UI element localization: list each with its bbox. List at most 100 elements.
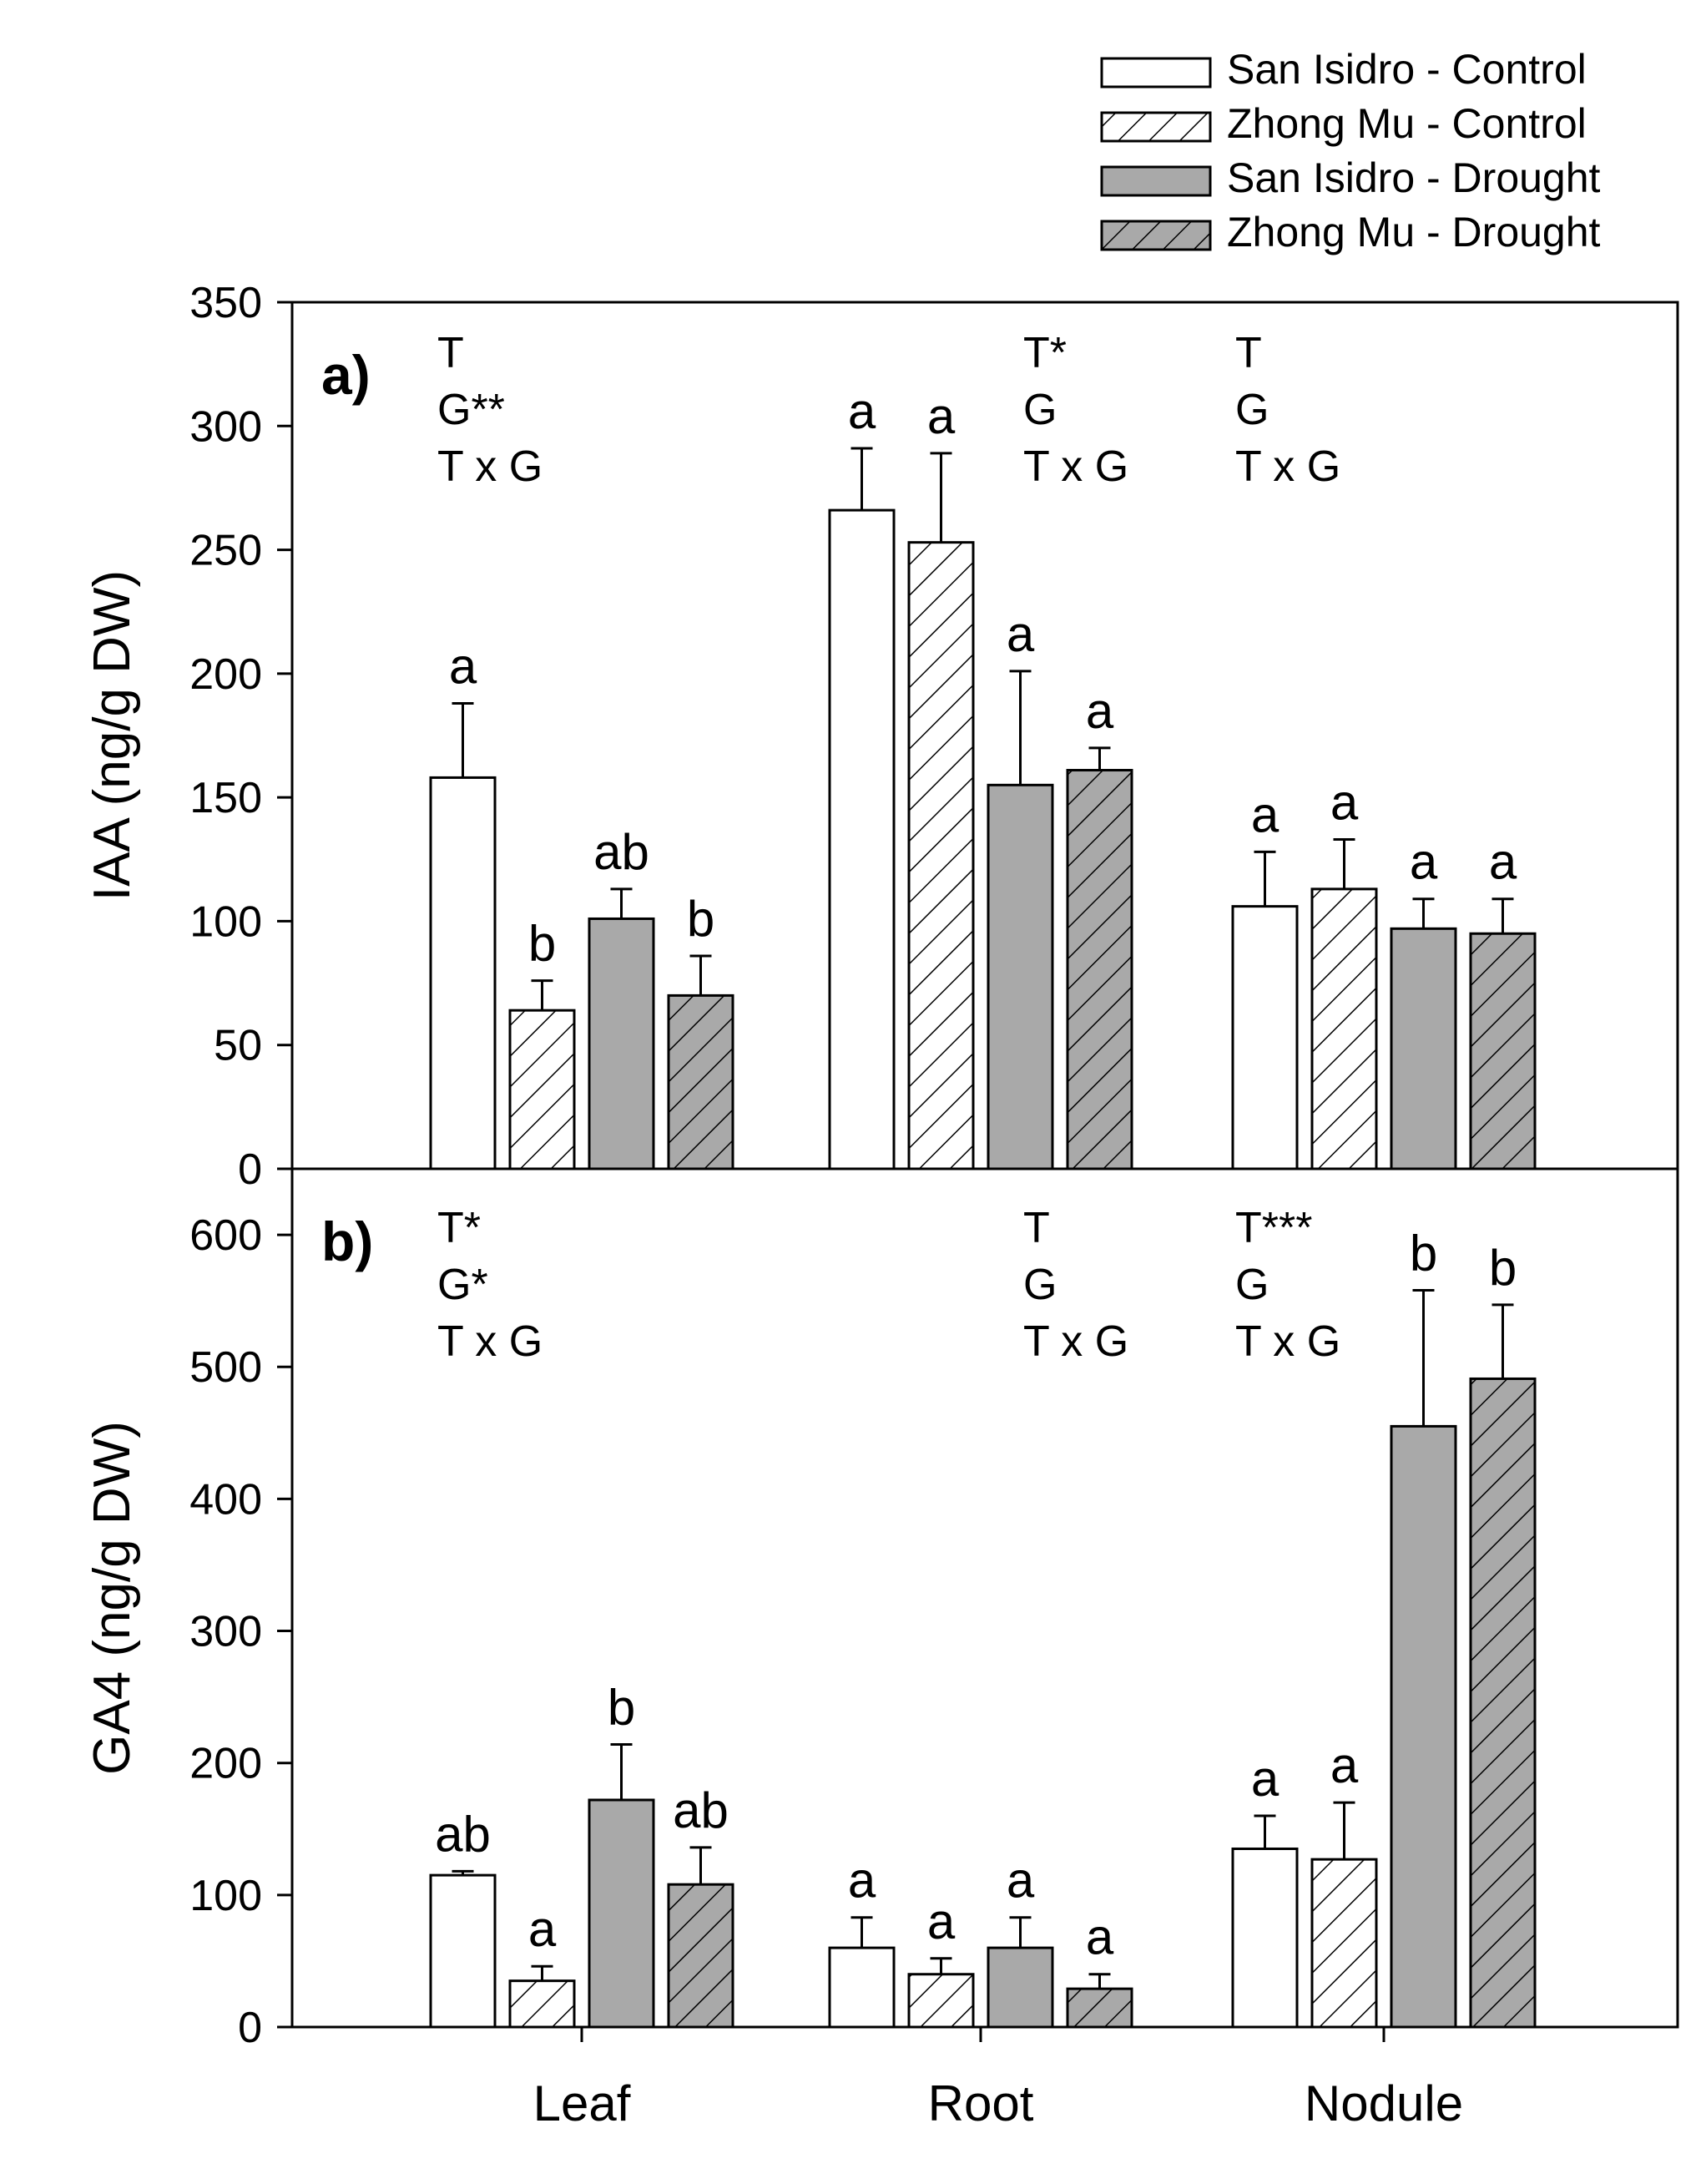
bar <box>828 1946 896 2029</box>
significance-letter: a <box>848 383 876 439</box>
legend: San Isidro - Control Zhong Mu - Control Sa… <box>1100 46 1601 255</box>
significance-letter: a <box>1251 1751 1280 1807</box>
significance-letter: a <box>927 388 956 444</box>
bar <box>1066 1987 1133 2029</box>
significance-letter: a <box>1086 683 1114 739</box>
stats-text: T x G <box>437 442 543 491</box>
significance-letter: a <box>1330 775 1359 831</box>
y-tick-label: 150 <box>189 774 262 822</box>
y-tick-label: 300 <box>189 402 262 451</box>
stats-text: T <box>1235 329 1262 377</box>
bar <box>1469 1377 1537 2029</box>
bar <box>1231 905 1299 1170</box>
stats-text: G <box>1023 1261 1057 1309</box>
y-axis-label: GA4 (ng/g DW) <box>83 1421 141 1775</box>
y-tick-label: 500 <box>189 1343 262 1392</box>
significance-letter: a <box>848 1853 876 1908</box>
y-tick-label: 400 <box>189 1475 262 1524</box>
significance-letter: ab <box>673 1782 729 1838</box>
significance-letter: a <box>528 1901 557 1957</box>
bar <box>429 776 497 1170</box>
bar <box>1469 932 1537 1170</box>
stats-text: T x G <box>1235 1317 1340 1366</box>
stats-text: T <box>437 329 464 377</box>
plot-frames <box>277 301 1679 2042</box>
y-axis-label: IAA (ng/g DW) <box>83 570 141 901</box>
y-tick-label: 600 <box>189 1211 262 1260</box>
significance-letter: a <box>1086 1909 1114 1965</box>
significance-letter: ab <box>593 824 649 880</box>
significance-letter: a <box>1251 786 1280 842</box>
stats-text: T x G <box>1235 442 1340 491</box>
legend-swatch <box>1100 220 1212 251</box>
significance-letter: a <box>1410 834 1438 890</box>
stats-text: G <box>1235 1261 1269 1309</box>
plot-frame-2 <box>290 1167 1679 2029</box>
bar <box>1231 1847 1299 2029</box>
stats-text: G <box>1023 386 1057 434</box>
significance-letter: ab <box>435 1806 491 1862</box>
significance-letter: b <box>528 916 556 972</box>
y-tick-label: 100 <box>189 897 262 946</box>
panel-label: a) <box>321 344 371 406</box>
x-tick-label: Root <box>928 2075 1034 2131</box>
y-tick-label: 250 <box>189 527 262 575</box>
y-tick-label: 50 <box>214 1022 262 1070</box>
y-tick-label: 100 <box>189 1872 262 1920</box>
bar <box>907 541 975 1170</box>
legend-swatch <box>1100 111 1212 143</box>
y-tick-label: 300 <box>189 1608 262 1656</box>
bar <box>588 1798 655 2029</box>
bar <box>907 1973 975 2029</box>
bar <box>1310 887 1378 1170</box>
legend-label: San Isidro - Drought <box>1227 154 1601 201</box>
legend-swatch <box>1100 165 1212 197</box>
stats-text: G <box>1235 386 1269 434</box>
bar <box>667 1883 734 2029</box>
stats-text: G** <box>437 386 505 434</box>
significance-letter: a <box>1007 606 1035 662</box>
stats-text: T <box>1023 1204 1050 1252</box>
significance-letter: a <box>1489 834 1517 890</box>
y-tick-label: 200 <box>189 1740 262 1788</box>
x-tick-label: Nodule <box>1305 2075 1463 2131</box>
significance-letter: a <box>1330 1737 1359 1793</box>
stats-text: T* <box>1023 329 1067 377</box>
stats-text: T x G <box>1023 442 1128 491</box>
significance-letter: b <box>1489 1240 1517 1296</box>
bar <box>987 1946 1054 2029</box>
y-tick-label: 0 <box>238 2004 262 2052</box>
bar <box>588 917 655 1170</box>
stats-text: T x G <box>1023 1317 1128 1366</box>
bar <box>508 1009 576 1170</box>
significance-letter: a <box>449 638 477 694</box>
stats-text: T x G <box>437 1317 543 1366</box>
legend-swatch <box>1100 57 1212 88</box>
significance-letter: a <box>1007 1853 1035 1908</box>
bar <box>508 1979 576 2029</box>
legend-label: Zhong Mu - Drought <box>1227 209 1601 255</box>
bar <box>1390 927 1457 1170</box>
stats-text: G* <box>437 1261 488 1309</box>
bars <box>429 447 1537 2029</box>
significance-letter: a <box>927 1893 956 1949</box>
bar <box>1310 1858 1378 2029</box>
legend-label: San Isidro - Control <box>1227 46 1587 93</box>
significance-letter: b <box>1410 1226 1437 1282</box>
bar <box>1066 769 1133 1170</box>
y-tick-label: 0 <box>238 1145 262 1194</box>
x-tick-label: Leaf <box>533 2075 631 2131</box>
significance-letter: b <box>687 891 714 947</box>
y-tick-label: 350 <box>189 279 262 327</box>
legend-label: Zhong Mu - Control <box>1227 100 1587 147</box>
panel-label: b) <box>321 1211 373 1272</box>
stats-text: T*** <box>1235 1204 1312 1252</box>
bar <box>828 508 896 1170</box>
y-tick-label: 200 <box>189 650 262 699</box>
stats-text: T* <box>437 1204 481 1252</box>
bar <box>1390 1424 1457 2029</box>
significance-letter: b <box>608 1680 635 1736</box>
